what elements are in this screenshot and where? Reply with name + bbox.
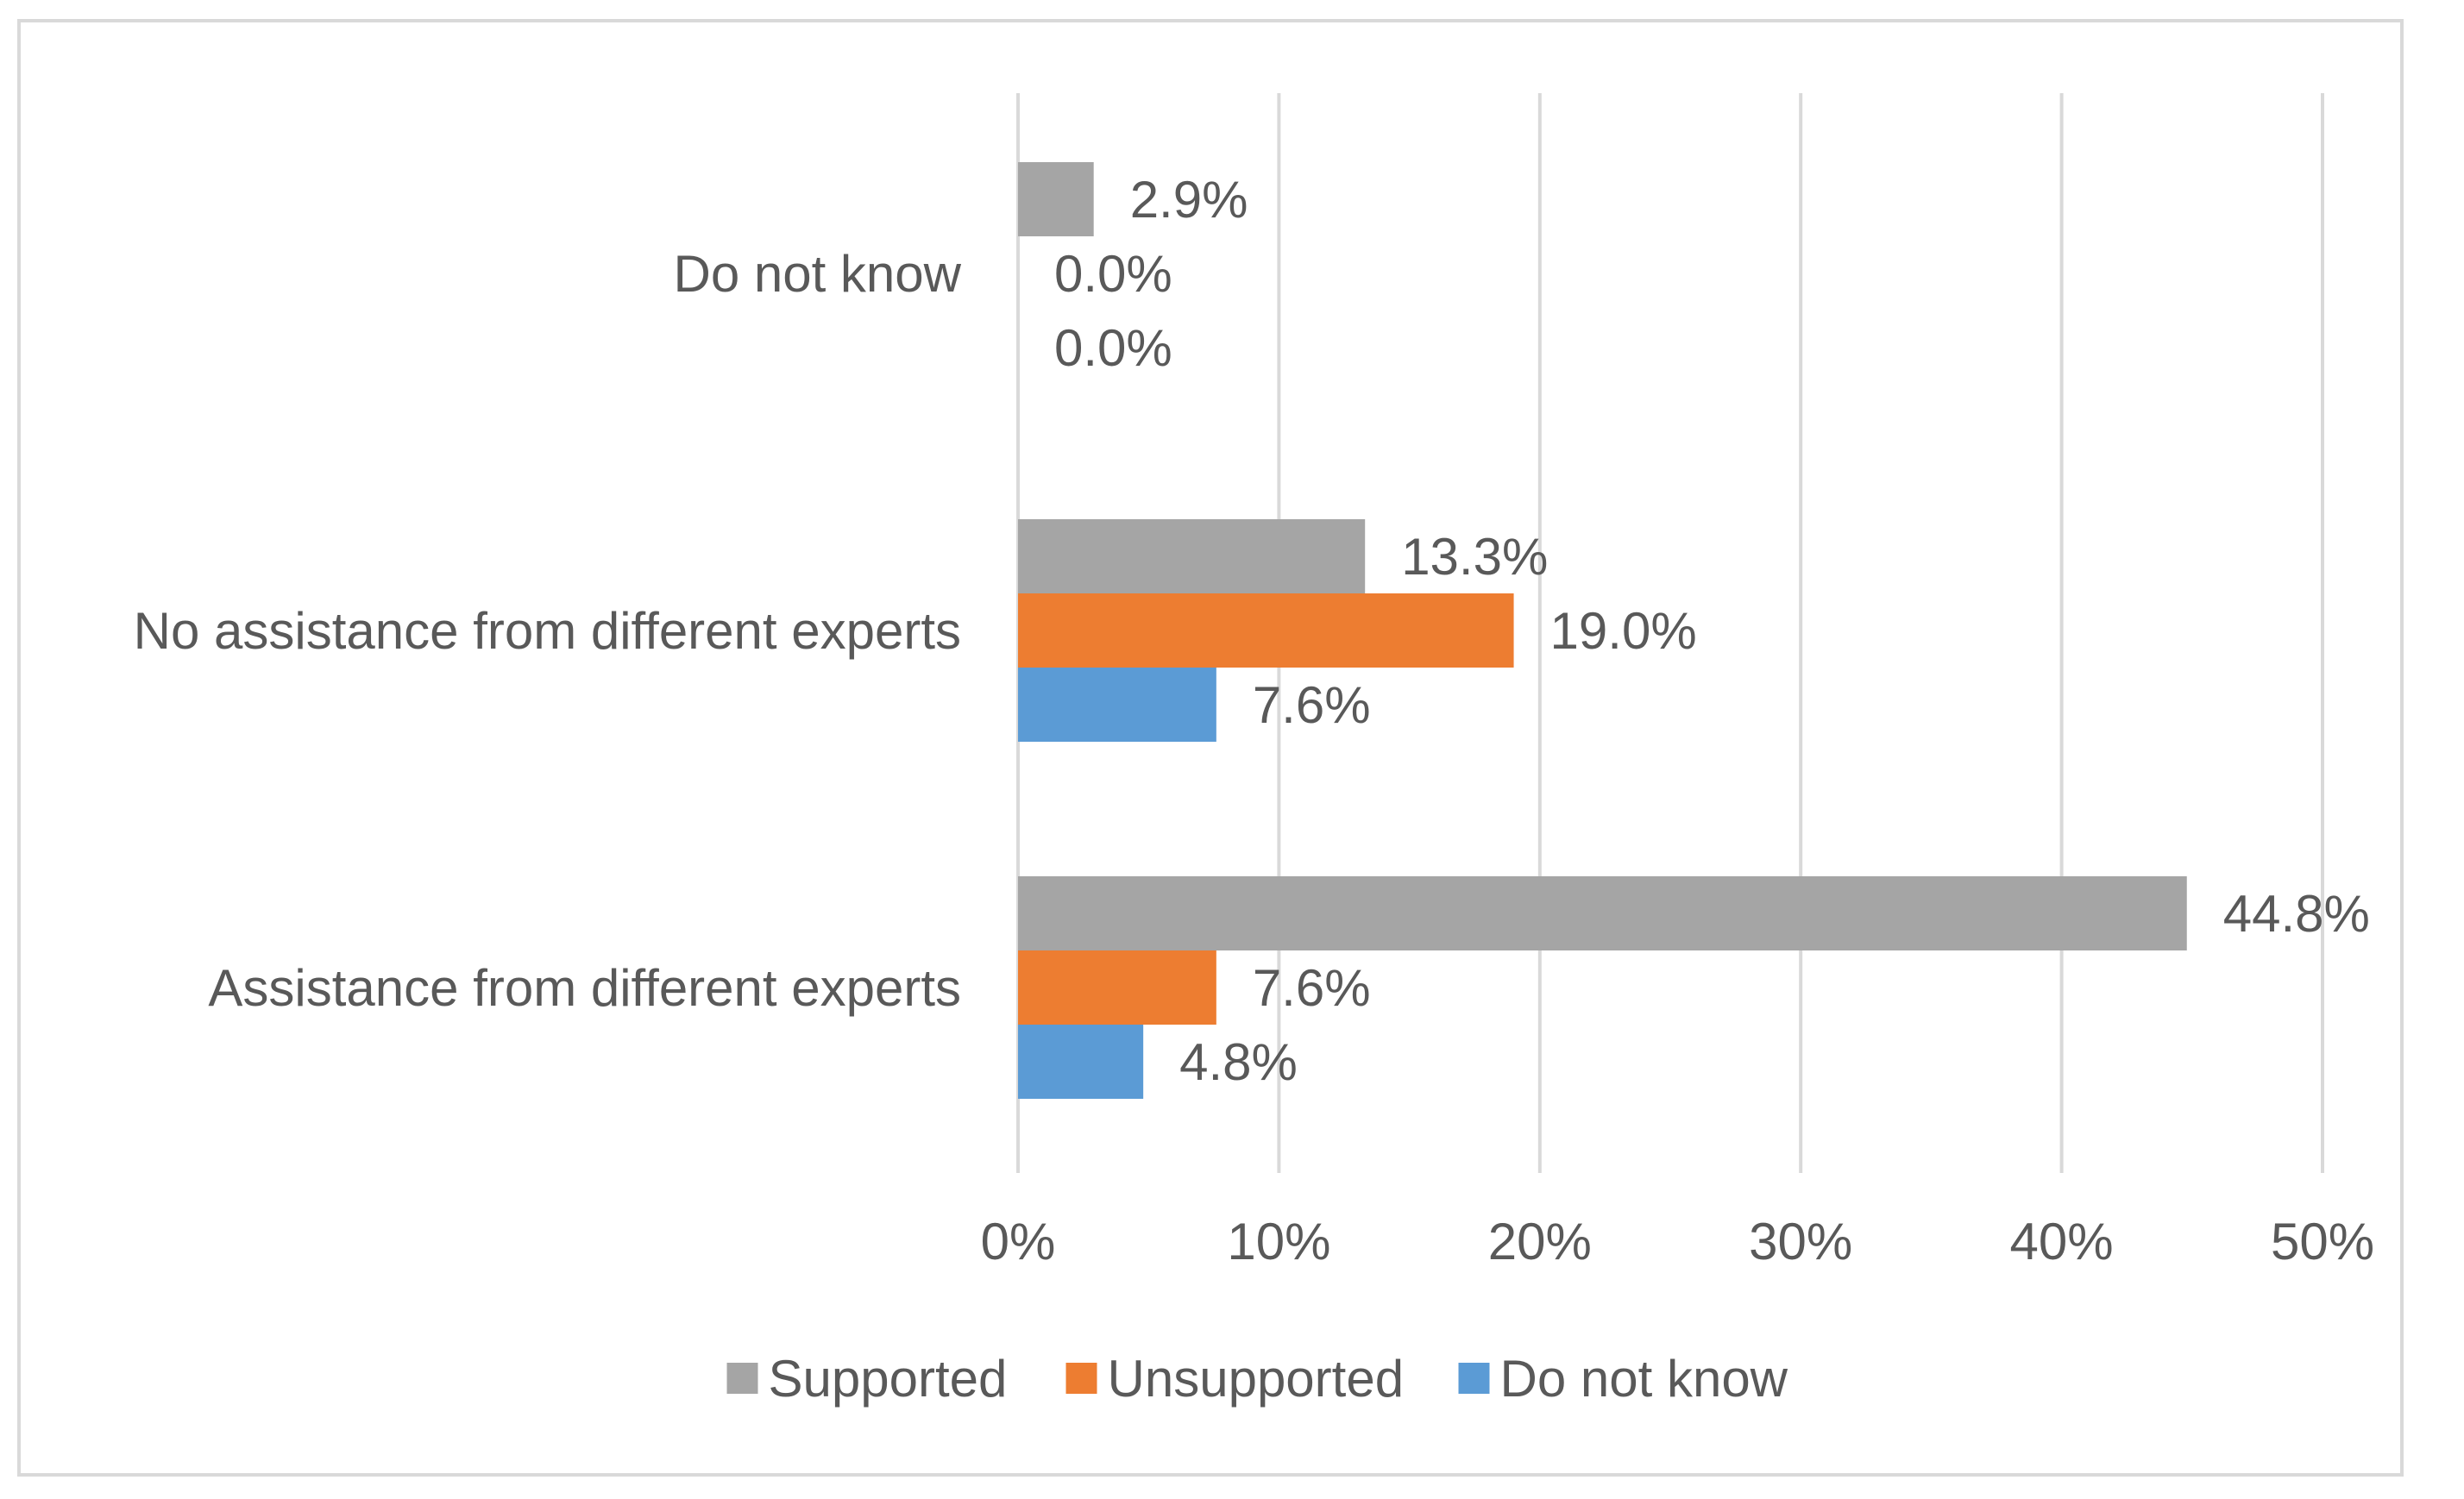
category-label: Do not know [673,245,961,303]
bar-supported-no-assistance-from-different-experts [1018,519,1366,593]
bars [1018,162,2187,1099]
x-tick-label: 20% [1488,1213,1592,1270]
data-label: 13.3% [1401,528,1548,586]
bar-supported-do-not-know [1018,162,1094,236]
x-tick-label: 10% [1227,1213,1330,1270]
bar-do-not-know-assistance-from-different-experts [1018,1025,1144,1099]
category-labels: Do not know No assistance from different … [134,245,962,1017]
legend: Supported Unsupported Do not know [726,1350,1788,1408]
legend-label: Unsupported [1108,1350,1405,1408]
x-tick-label: 30% [1749,1213,1852,1270]
legend-item-do-not-know: Do not know [1458,1350,1788,1408]
category-label: No assistance from different experts [134,602,961,660]
chart-frame [17,19,2404,1477]
legend-swatch [1458,1363,1490,1394]
x-tick-label: 0% [981,1213,1056,1270]
data-label: 0.0% [1054,319,1172,377]
legend-label: Supported [769,1350,1008,1408]
data-label: 4.8% [1179,1033,1298,1091]
data-labels: 2.9% 0.0% 0.0% 13.3%19.0% 7.6% 44.8% 7.6% 4.8% [1054,171,2370,1091]
legend-label: Do not know [1500,1350,1788,1408]
legend-swatch [726,1363,758,1394]
x-tick-label: 40% [2010,1213,2114,1270]
legend-item-supported: Supported [726,1350,1008,1408]
data-label: 7.6% [1253,676,1371,734]
data-label: 2.9% [1130,171,1248,229]
x-tick-labels: 0% 10% 20% 30% 40% 50% [981,1213,2374,1270]
data-label: 7.6% [1253,959,1371,1017]
data-label: 44.8% [2223,885,2370,943]
data-label: 19.0% [1550,602,1697,660]
x-tick-label: 50% [2271,1213,2374,1270]
data-label: 0.0% [1054,245,1172,303]
bar-unsupported-no-assistance-from-different-experts [1018,593,1514,668]
category-label: Assistance from different experts [208,959,961,1017]
legend-swatch [1065,1363,1097,1394]
bar-unsupported-assistance-from-different-experts [1018,950,1216,1025]
legend-item-unsupported: Unsupported [1065,1350,1405,1408]
bar-do-not-know-no-assistance-from-different-experts [1018,668,1216,742]
bar-supported-assistance-from-different-experts [1018,876,2187,950]
